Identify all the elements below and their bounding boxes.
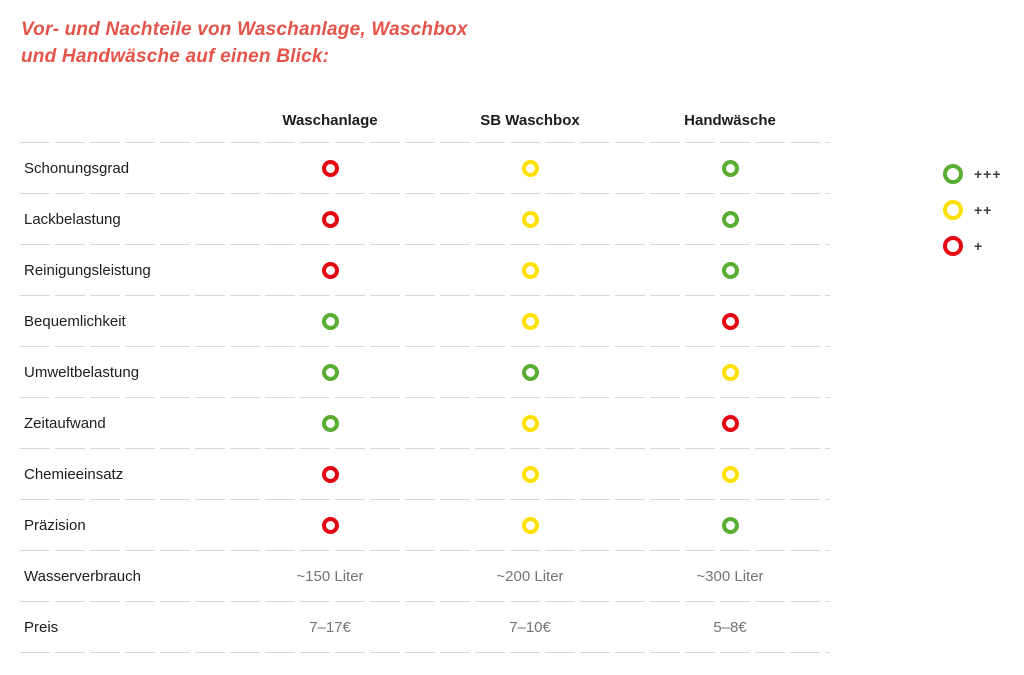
rating-cell [630, 160, 830, 177]
row-label: Wasserverbrauch [24, 568, 141, 585]
yellow-rating-icon [721, 466, 739, 483]
row-label: Lackbelastung [24, 211, 121, 228]
yellow-rating-icon [521, 211, 539, 228]
legend-label: +++ [974, 166, 1002, 182]
rating-cell [430, 211, 630, 228]
green-rating-icon [721, 262, 739, 279]
rating-cell [630, 517, 830, 534]
yellow-rating-icon [521, 262, 539, 279]
rating-cell [430, 517, 630, 534]
table-row: Umweltbelastung [20, 347, 830, 398]
rating-cell [230, 211, 430, 228]
page-title: Vor- und Nachteile von Waschanlage, Wasc… [21, 16, 468, 70]
legend-item-yellow: ++ [943, 200, 1002, 220]
yellow-rating-icon [521, 313, 539, 330]
page-title-line1: Vor- und Nachteile von Waschanlage, Wasc… [21, 19, 468, 40]
rating-cell [630, 466, 830, 483]
green-rating-icon [721, 517, 739, 534]
row-label: Umweltbelastung [24, 364, 140, 381]
rating-cell [230, 415, 430, 432]
rating-cell [430, 262, 630, 279]
red-rating-icon [721, 313, 739, 330]
green-rating-icon [321, 364, 339, 381]
yellow-rating-icon [521, 466, 539, 483]
red-rating-icon [321, 211, 339, 228]
green-rating-icon [321, 313, 339, 330]
rating-cell [430, 415, 630, 432]
yellow-rating-icon [521, 517, 539, 534]
row-label: Zeitaufwand [24, 415, 106, 432]
row-label: Chemieeinsatz [24, 466, 124, 483]
value-cell: 7–10€ [509, 619, 551, 636]
value-cell: ~150 Liter [296, 568, 364, 585]
row-label: Reinigungsleistung [24, 262, 151, 279]
rating-cell [630, 313, 830, 330]
legend-item-red: + [943, 236, 1002, 256]
table-row: Chemieeinsatz [20, 449, 830, 500]
rating-cell [630, 415, 830, 432]
green-rating-icon [321, 415, 339, 432]
red-rating-icon [943, 236, 963, 256]
rating-cell [630, 211, 830, 228]
rating-cell [630, 262, 830, 279]
green-rating-icon [943, 164, 963, 184]
column-header-1: Waschanlage [282, 111, 378, 129]
red-rating-icon [321, 262, 339, 279]
legend-item-green: +++ [943, 164, 1002, 184]
table-row: Schonungsgrad [20, 143, 830, 194]
row-label: Präzision [24, 517, 86, 534]
green-rating-icon [721, 160, 739, 177]
red-rating-icon [321, 517, 339, 534]
table-row: Preis 7–17€ 7–10€ 5–8€ [20, 602, 830, 653]
column-header-3: Handwäsche [684, 111, 776, 129]
row-label: Bequemlichkeit [24, 313, 126, 330]
rating-cell [430, 364, 630, 381]
table-body: Schonungsgrad Lackbelastung Reinigungsleis… [20, 143, 830, 653]
value-cell: ~300 Liter [696, 568, 764, 585]
rating-cell [630, 364, 830, 381]
table-row: Reinigungsleistung [20, 245, 830, 296]
legend-label: ++ [974, 202, 993, 218]
rating-cell [230, 262, 430, 279]
red-rating-icon [321, 160, 339, 177]
yellow-rating-icon [943, 200, 963, 220]
red-rating-icon [321, 466, 339, 483]
value-cell: 5–8€ [713, 619, 747, 636]
rating-cell [430, 313, 630, 330]
rating-cell [230, 466, 430, 483]
row-label: Preis [24, 619, 59, 636]
rating-cell [230, 160, 430, 177]
rating-cell [230, 517, 430, 534]
green-rating-icon [721, 211, 739, 228]
table-row: Lackbelastung [20, 194, 830, 245]
page-title-line2: und Handwäsche auf einen Blick: [21, 46, 330, 67]
value-cell: 7–17€ [309, 619, 351, 636]
column-header-2: SB Waschbox [480, 111, 580, 129]
row-label: Schonungsgrad [24, 160, 130, 177]
yellow-rating-icon [721, 364, 739, 381]
rating-cell [230, 313, 430, 330]
rating-legend: +++ ++ + [943, 164, 1002, 256]
legend-label: + [974, 238, 984, 254]
table-row: Wasserverbrauch ~150 Liter ~200 Liter ~300 … [20, 551, 830, 602]
comparison-table: Waschanlage SB Waschbox Handwäsche Schonun… [20, 97, 830, 653]
table-row: Präzision [20, 500, 830, 551]
value-cell: ~200 Liter [496, 568, 564, 585]
rating-cell [430, 160, 630, 177]
yellow-rating-icon [521, 160, 539, 177]
table-row: Bequemlichkeit [20, 296, 830, 347]
yellow-rating-icon [521, 415, 539, 432]
red-rating-icon [721, 415, 739, 432]
rating-cell [430, 466, 630, 483]
table-row: Zeitaufwand [20, 398, 830, 449]
table-header-row: Waschanlage SB Waschbox Handwäsche [20, 97, 830, 143]
green-rating-icon [521, 364, 539, 381]
rating-cell [230, 364, 430, 381]
